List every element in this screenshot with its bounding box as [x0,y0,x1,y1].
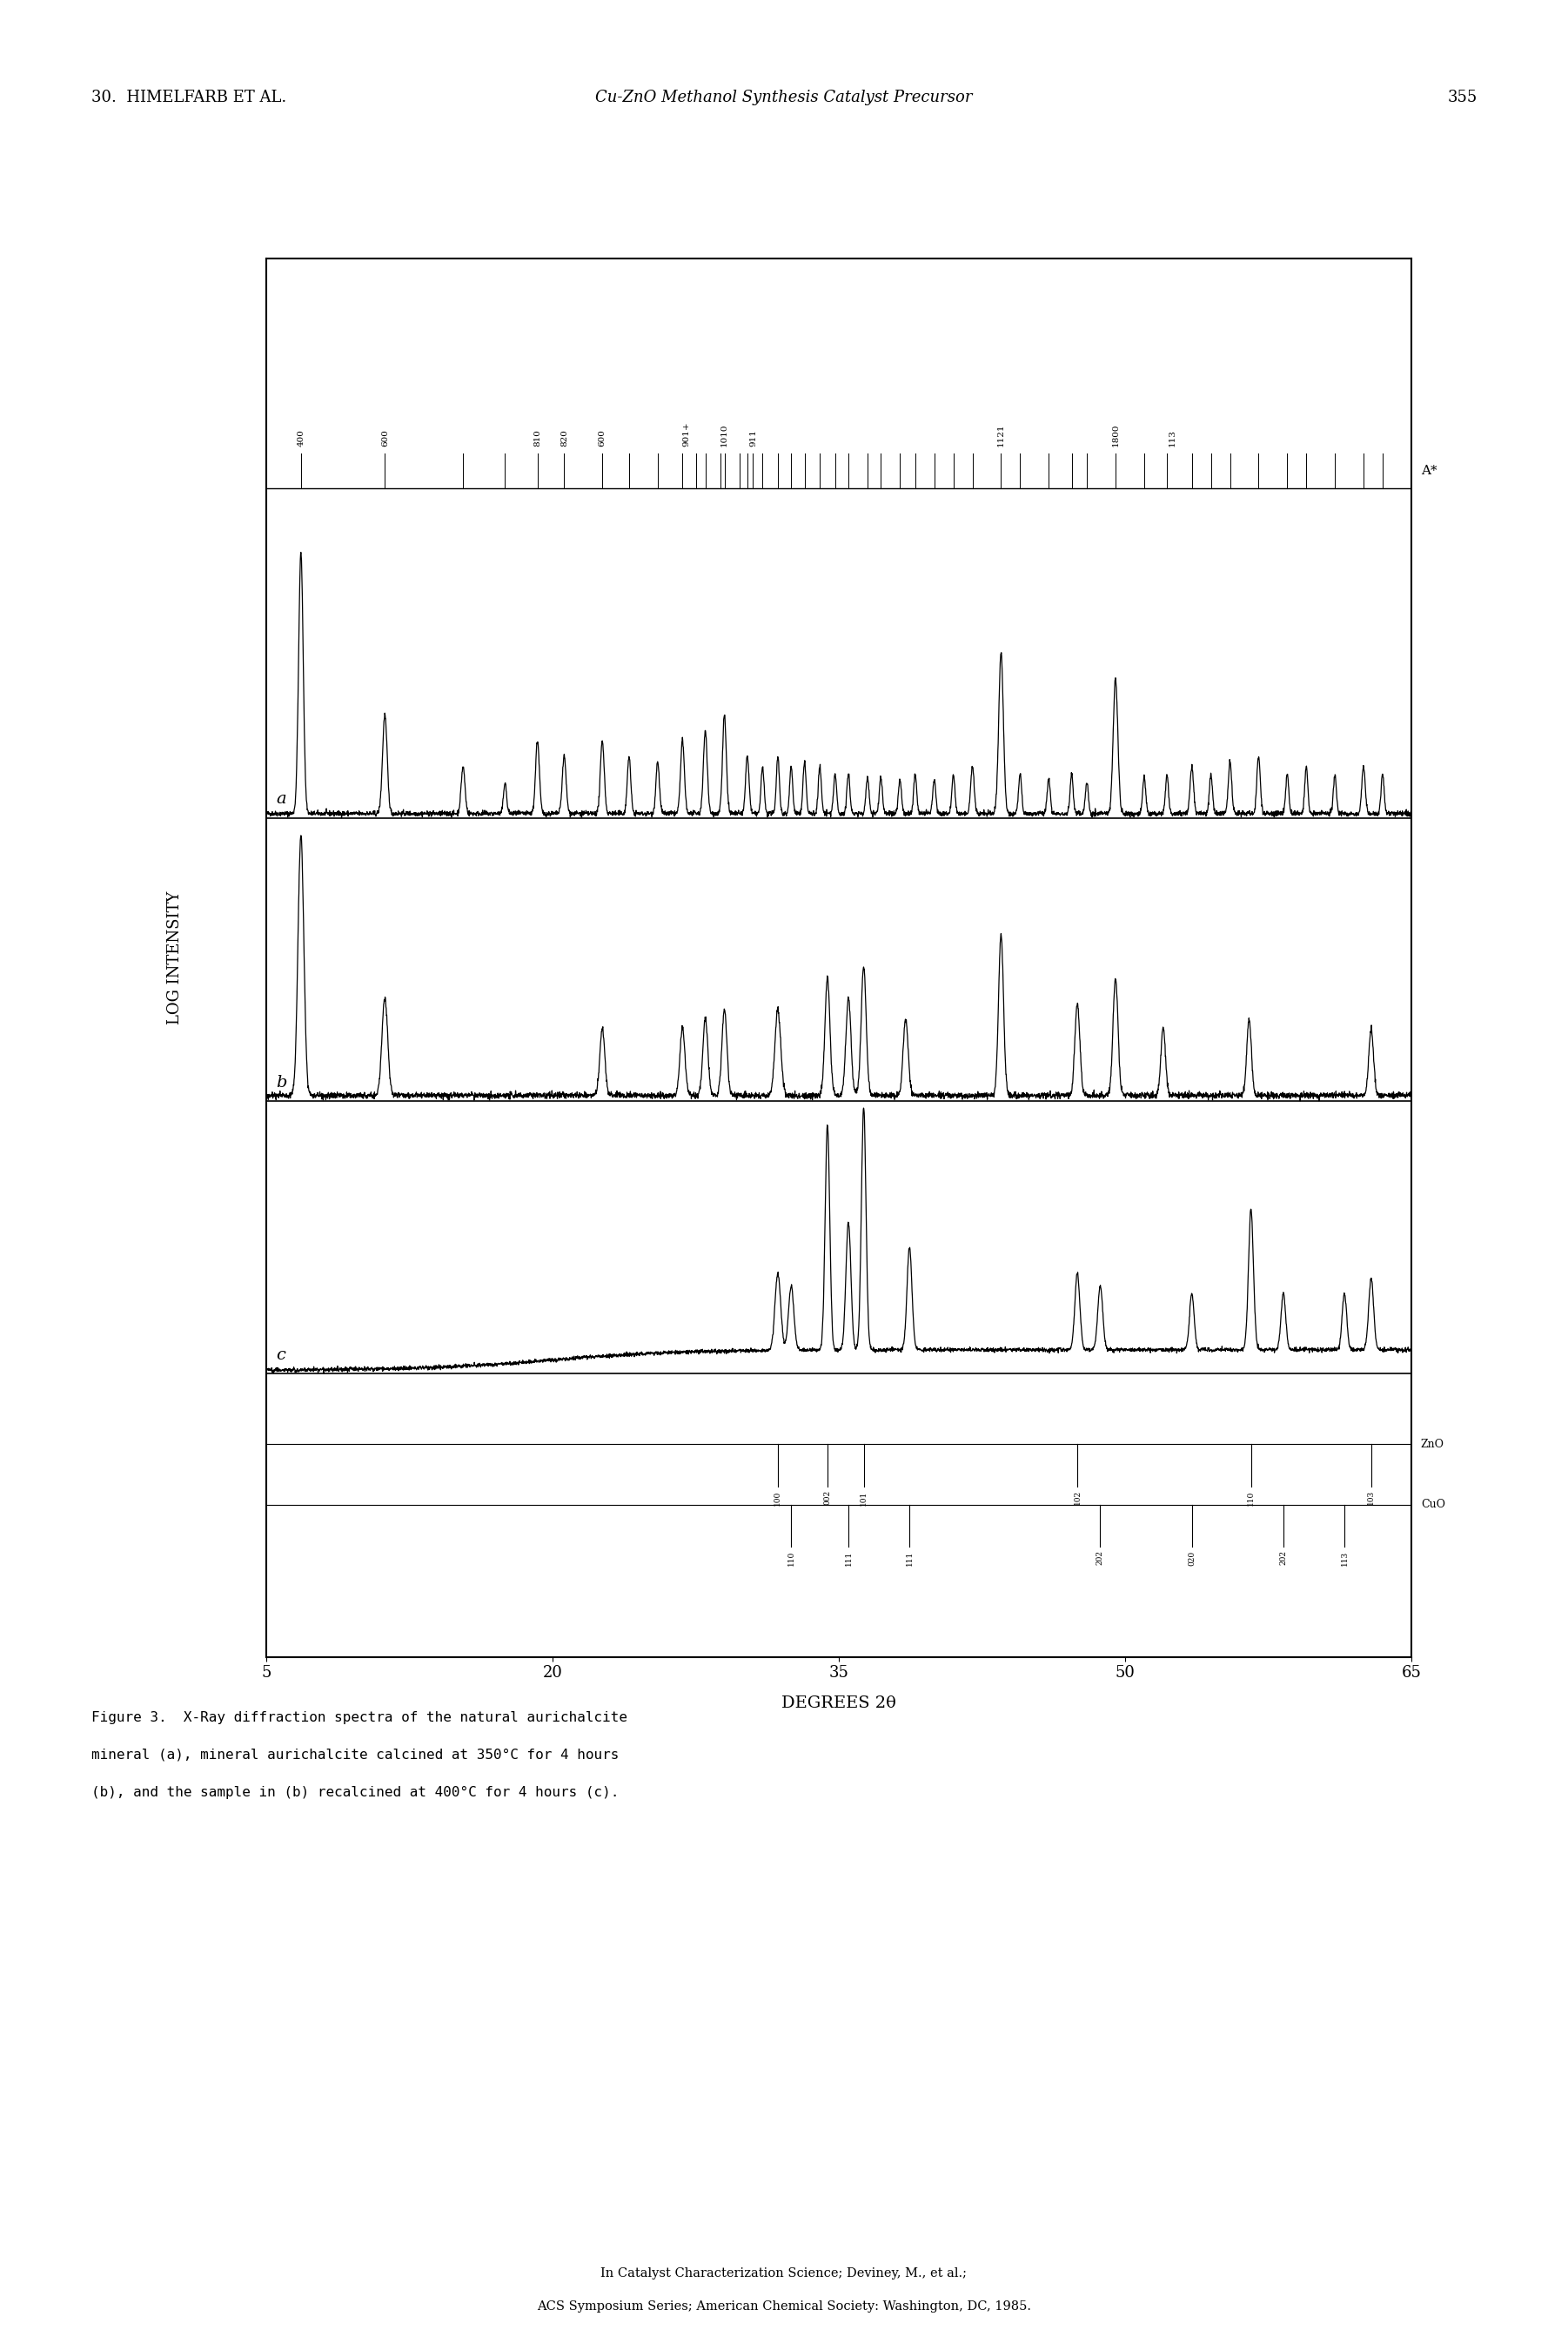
Text: b: b [276,1074,287,1090]
Text: In Catalyst Characterization Science; Deviney, M., et al.;: In Catalyst Characterization Science; De… [601,2268,967,2280]
Text: c: c [276,1347,285,1363]
Text: 113: 113 [1341,1551,1348,1565]
Text: 810: 810 [533,428,541,446]
Text: Cu-ZnO Methanol Synthesis Catalyst Precursor: Cu-ZnO Methanol Synthesis Catalyst Precu… [596,89,972,106]
Text: a: a [276,792,287,806]
Text: 002: 002 [823,1490,831,1506]
Text: 911: 911 [750,428,757,446]
Text: 111: 111 [906,1551,914,1565]
Text: A*: A* [1421,465,1436,477]
Text: 113: 113 [1168,428,1176,446]
Text: 202: 202 [1279,1551,1287,1565]
Text: LOG INTENSITY: LOG INTENSITY [168,891,183,1025]
X-axis label: DEGREES 2θ: DEGREES 2θ [781,1694,897,1711]
Text: 600: 600 [381,428,389,446]
Text: 1121: 1121 [997,423,1005,446]
Text: 400: 400 [296,428,304,446]
Text: ACS Symposium Series; American Chemical Society: Washington, DC, 1985.: ACS Symposium Series; American Chemical … [536,2301,1032,2312]
Text: 020: 020 [1189,1551,1196,1565]
Text: Figure 3.  X-Ray diffraction spectra of the natural aurichalcite: Figure 3. X-Ray diffraction spectra of t… [91,1711,627,1725]
Text: 202: 202 [1096,1551,1104,1565]
Text: 1010: 1010 [721,423,728,446]
Text: 901+: 901+ [682,421,690,446]
Text: 820: 820 [560,428,568,446]
Text: 355: 355 [1447,89,1477,106]
Text: 1800: 1800 [1112,423,1120,446]
Text: 102: 102 [1074,1490,1082,1506]
Text: 100: 100 [775,1490,782,1506]
Text: 103: 103 [1367,1490,1375,1506]
Text: 110: 110 [1247,1490,1254,1506]
Text: 30.  HIMELFARB ET AL.: 30. HIMELFARB ET AL. [91,89,285,106]
Text: CuO: CuO [1421,1499,1446,1511]
Text: mineral (a), mineral aurichalcite calcined at 350°C for 4 hours: mineral (a), mineral aurichalcite calcin… [91,1748,619,1762]
Text: 111: 111 [845,1551,853,1565]
Text: 600: 600 [599,428,607,446]
Text: 110: 110 [787,1551,795,1565]
Text: 101: 101 [859,1490,867,1506]
Text: (b), and the sample in (b) recalcined at 400°C for 4 hours (c).: (b), and the sample in (b) recalcined at… [91,1786,619,1800]
Text: ZnO: ZnO [1421,1438,1444,1450]
